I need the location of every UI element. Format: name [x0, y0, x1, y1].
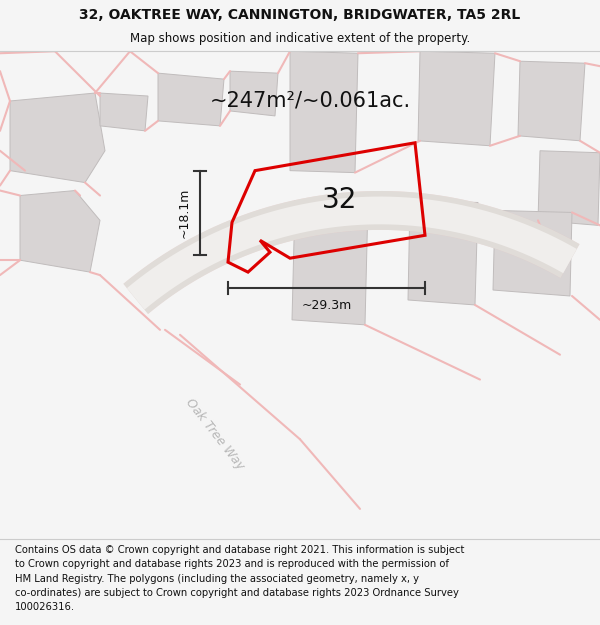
Polygon shape: [518, 61, 585, 141]
Polygon shape: [230, 71, 278, 116]
Polygon shape: [418, 51, 495, 146]
Text: ~18.1m: ~18.1m: [178, 188, 191, 238]
Polygon shape: [408, 201, 478, 305]
Text: ~29.3m: ~29.3m: [301, 299, 352, 312]
Polygon shape: [292, 201, 368, 325]
Polygon shape: [538, 151, 600, 226]
Text: 32, OAKTREE WAY, CANNINGTON, BRIDGWATER, TA5 2RL: 32, OAKTREE WAY, CANNINGTON, BRIDGWATER,…: [79, 8, 521, 22]
Polygon shape: [100, 93, 148, 131]
Polygon shape: [20, 191, 100, 272]
Polygon shape: [290, 51, 358, 172]
Text: Oak Tree Way: Oak Tree Way: [183, 396, 247, 472]
Polygon shape: [10, 93, 105, 182]
Text: ~247m²/~0.061ac.: ~247m²/~0.061ac.: [209, 91, 410, 111]
Polygon shape: [493, 211, 572, 296]
Text: Map shows position and indicative extent of the property.: Map shows position and indicative extent…: [130, 32, 470, 46]
Text: Contains OS data © Crown copyright and database right 2021. This information is : Contains OS data © Crown copyright and d…: [15, 545, 464, 612]
Text: 32: 32: [322, 186, 358, 214]
Polygon shape: [158, 73, 224, 126]
